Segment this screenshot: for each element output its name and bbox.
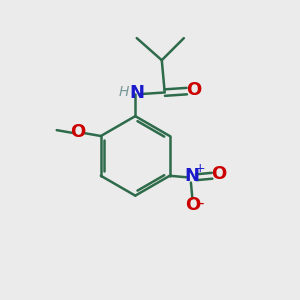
Text: N: N: [185, 167, 200, 185]
Text: N: N: [130, 84, 145, 102]
Text: -: -: [199, 195, 204, 210]
Text: H: H: [119, 85, 129, 99]
Text: O: O: [70, 123, 86, 141]
Text: O: O: [211, 165, 226, 183]
Text: O: O: [185, 196, 201, 214]
Text: +: +: [195, 163, 206, 176]
Text: O: O: [186, 81, 201, 99]
